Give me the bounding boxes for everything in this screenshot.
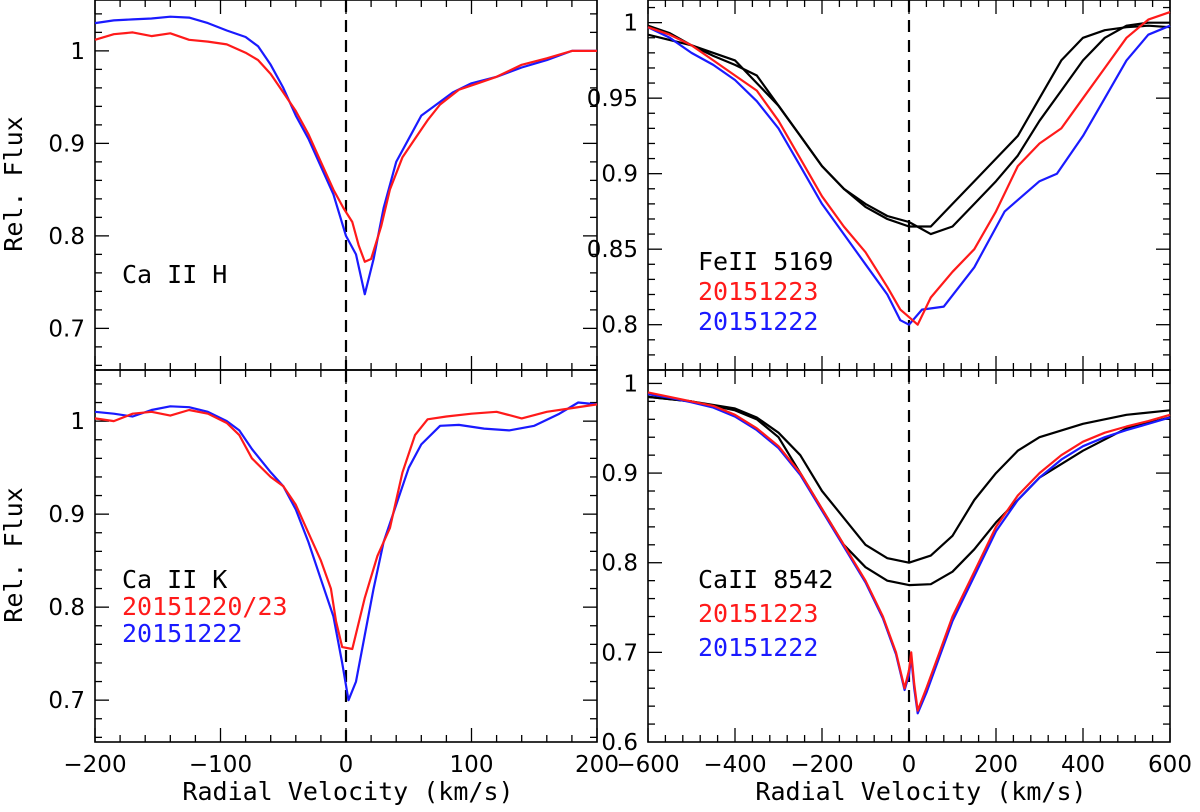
x-tick-label: −200 (63, 752, 126, 778)
panel-ca2k: 0.7 0.8 0.9 1 −200 −100 0 100 200 Ca II K20151220… (48, 369, 619, 778)
panel-ca2h: 0.7 0.8 0.9 1 Ca II H (48, 0, 598, 371)
y-axis-title-bottom: Rel. Flux (0, 487, 28, 622)
panel-label: 20151222 (122, 619, 242, 648)
x-tick-label: −100 (189, 752, 252, 778)
x-tick-label: −200 (790, 752, 853, 778)
series-line (647, 24, 1171, 326)
y-tick-label: 0.8 (48, 595, 85, 621)
y-tick-label: 0.85 (587, 237, 638, 263)
y-tick-label: 0.9 (48, 502, 85, 528)
y-tick-label: 1 (70, 39, 85, 65)
x-tick-label: 0 (339, 752, 354, 778)
panel-label: Ca II K (122, 565, 227, 594)
panel-label: 20151222 (698, 307, 818, 336)
x-tick-label: 200 (575, 752, 619, 778)
x-tick-label: −600 (616, 752, 679, 778)
y-tick-label: 0.8 (48, 224, 85, 250)
x-axis-title-left: Radial Velocity (km/s) (182, 777, 513, 806)
x-axis-title-right: Radial Velocity (km/s) (755, 777, 1086, 806)
series-line (647, 391, 1171, 712)
y-tick-label: 0.95 (587, 86, 638, 112)
series-line (647, 395, 1171, 564)
x-tick-label: 600 (1148, 752, 1192, 778)
y-tick-label: 0.9 (601, 162, 638, 188)
y-axis-title-top: Rel. Flux (0, 116, 28, 251)
series-line (94, 401, 598, 702)
panel-label: 20151222 (698, 633, 818, 662)
y-tick-label: 0.7 (48, 316, 85, 342)
y-tick-label: 0.8 (601, 551, 638, 577)
panel-label: Ca II H (122, 260, 227, 289)
y-tick-label: 0.9 (48, 131, 85, 157)
panel-label: CaII 8542 (698, 565, 833, 594)
series-line (94, 15, 597, 296)
panel-label: FeII 5169 (698, 247, 833, 276)
x-tick-label: 200 (974, 752, 1018, 778)
y-tick-label: 1 (623, 11, 638, 37)
y-tick-label: 1 (623, 371, 638, 397)
y-tick-label: 1 (70, 409, 85, 435)
x-tick-label: 100 (450, 752, 494, 778)
y-tick-label: 0.7 (48, 688, 85, 714)
y-tick-label: 0.7 (601, 640, 638, 666)
x-tick-label: 0 (902, 752, 917, 778)
series-line (94, 403, 598, 651)
x-tick-label: −400 (703, 752, 766, 778)
series-line (647, 11, 1171, 326)
series-line (94, 31, 597, 263)
series-line (647, 21, 1170, 236)
y-tick-label: 0.6 (601, 730, 638, 756)
y-tick-label: 0.9 (601, 461, 638, 487)
y-tick-label: 0.8 (601, 313, 638, 339)
panel-ca2ir: 0.6 0.7 0.8 0.9 1 −600 −400 −200 0 200 400 600 CaII … (601, 369, 1192, 778)
x-tick-label: 400 (1061, 752, 1105, 778)
panel-label: 20151220/23 (122, 592, 288, 621)
panel-label: 20151223 (698, 599, 818, 628)
panel-label: 20151223 (698, 277, 818, 306)
series-line (647, 24, 1171, 228)
